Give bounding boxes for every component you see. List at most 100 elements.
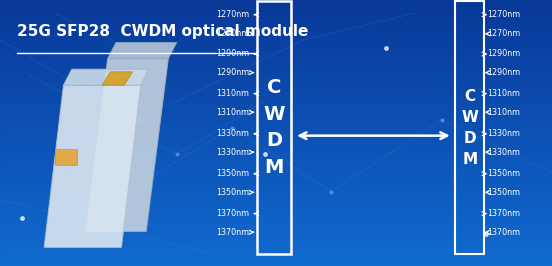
Text: 1290nm: 1290nm	[487, 49, 520, 59]
Bar	[0, 39, 552, 40]
Bar	[0, 7, 552, 8]
Bar	[0, 51, 552, 52]
Bar	[0, 53, 552, 55]
Bar	[0, 116, 552, 117]
Bar	[0, 98, 552, 100]
Bar	[0, 226, 552, 227]
Bar	[0, 237, 552, 238]
Bar	[0, 0, 552, 1]
Bar	[0, 44, 552, 45]
Bar	[0, 17, 552, 19]
Bar	[0, 170, 552, 172]
Polygon shape	[86, 59, 168, 231]
Bar	[0, 110, 552, 112]
Bar	[0, 158, 552, 160]
Bar	[0, 43, 552, 44]
Bar	[0, 201, 552, 202]
Bar	[0, 217, 552, 218]
Text: 1270nm: 1270nm	[487, 29, 520, 38]
Bar	[0, 234, 552, 235]
Bar	[0, 128, 552, 129]
Bar	[0, 20, 552, 21]
Bar	[0, 227, 552, 229]
Bar	[0, 19, 552, 20]
Bar	[0, 253, 552, 254]
Bar	[0, 262, 552, 263]
Bar	[0, 125, 552, 126]
Bar	[0, 181, 552, 182]
Bar	[0, 59, 552, 60]
Bar	[0, 89, 552, 90]
Bar	[0, 28, 552, 29]
Bar	[0, 250, 552, 251]
Bar	[0, 186, 552, 188]
Bar	[0, 84, 552, 85]
Bar	[0, 3, 552, 4]
Bar	[0, 120, 552, 121]
Bar	[0, 31, 552, 32]
Bar	[0, 86, 552, 88]
Bar	[0, 132, 552, 133]
Bar	[0, 137, 552, 138]
Bar	[0, 166, 552, 168]
Bar	[0, 193, 552, 194]
Bar	[0, 154, 552, 156]
Bar	[0, 85, 552, 86]
Bar	[0, 207, 552, 209]
Bar	[0, 96, 552, 97]
Bar	[0, 259, 552, 261]
Polygon shape	[44, 85, 141, 247]
Bar	[0, 32, 552, 33]
Bar	[0, 172, 552, 173]
Bar	[0, 69, 552, 70]
Bar	[0, 233, 552, 234]
Bar	[0, 231, 552, 233]
Polygon shape	[108, 43, 177, 59]
Bar	[0, 146, 552, 148]
Bar	[0, 70, 552, 72]
Bar	[0, 117, 552, 118]
Bar	[0, 49, 552, 51]
Bar	[0, 247, 552, 249]
Bar	[0, 229, 552, 230]
Bar	[0, 9, 552, 11]
Bar	[0, 108, 552, 109]
Bar	[0, 16, 552, 17]
Bar	[0, 27, 552, 28]
Bar	[0, 221, 552, 222]
Bar	[0, 130, 552, 132]
Text: 1370nm: 1370nm	[487, 228, 520, 237]
Bar	[0, 190, 552, 192]
Text: 1330nm: 1330nm	[487, 129, 520, 138]
Bar	[0, 257, 552, 258]
Bar	[0, 109, 552, 110]
Bar	[0, 198, 552, 200]
Bar	[0, 242, 552, 243]
Bar	[0, 238, 552, 239]
Bar	[0, 73, 552, 74]
Bar	[0, 68, 552, 69]
Bar	[0, 235, 552, 237]
Bar	[0, 192, 552, 193]
Bar	[0, 12, 552, 13]
Bar	[0, 141, 552, 142]
Bar	[0, 93, 552, 94]
Bar	[0, 74, 552, 76]
Bar	[0, 36, 552, 37]
Bar	[0, 210, 552, 211]
Bar	[0, 72, 552, 73]
Bar	[0, 102, 552, 104]
Bar	[0, 188, 552, 189]
Bar	[0, 105, 552, 106]
Bar	[0, 222, 552, 223]
Polygon shape	[63, 69, 149, 85]
Bar	[0, 121, 552, 122]
Text: 1270nm: 1270nm	[216, 29, 249, 38]
Bar	[0, 122, 552, 124]
Bar	[0, 40, 552, 41]
Bar	[0, 35, 552, 36]
Bar	[0, 258, 552, 259]
Bar	[0, 4, 552, 5]
Bar	[0, 249, 552, 250]
Bar	[0, 265, 552, 266]
